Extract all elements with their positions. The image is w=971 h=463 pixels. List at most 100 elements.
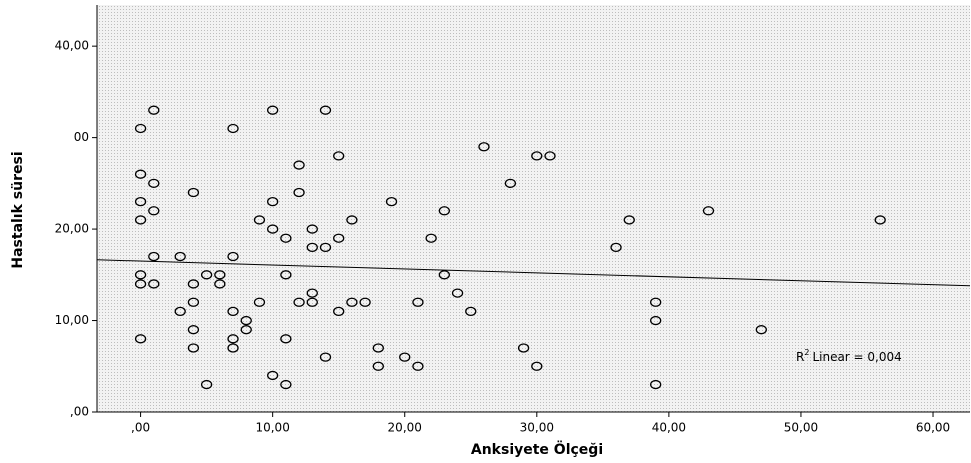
point xyxy=(333,306,345,317)
point xyxy=(267,370,279,381)
point xyxy=(187,279,200,289)
fit-line xyxy=(96,259,971,287)
point xyxy=(227,123,239,134)
point xyxy=(465,306,477,317)
annotation-base: R xyxy=(796,350,804,364)
x-tick-label: 40,00 xyxy=(652,421,686,435)
point xyxy=(306,242,318,253)
point xyxy=(134,169,147,179)
point xyxy=(214,279,226,289)
point xyxy=(174,251,186,262)
point xyxy=(293,297,305,307)
point xyxy=(372,361,384,371)
point xyxy=(319,242,332,253)
point xyxy=(280,379,292,390)
point xyxy=(187,187,200,198)
point xyxy=(438,206,451,216)
point xyxy=(504,178,517,188)
x-tick-label: 60,00 xyxy=(916,421,950,435)
point xyxy=(187,343,200,353)
y-tick-label: ,00 xyxy=(70,405,89,419)
point xyxy=(359,297,371,307)
point xyxy=(280,334,292,344)
y-tick-label: 40,00 xyxy=(55,39,89,53)
point xyxy=(200,270,213,280)
point xyxy=(253,215,266,225)
x-tick-label: 30,00 xyxy=(520,421,554,435)
point xyxy=(134,215,147,225)
point xyxy=(385,196,398,207)
point xyxy=(438,270,451,280)
point xyxy=(134,279,147,289)
point xyxy=(874,215,886,225)
point xyxy=(200,379,213,390)
point xyxy=(134,270,147,280)
point xyxy=(544,151,556,161)
point xyxy=(134,196,147,207)
point xyxy=(148,105,160,115)
point xyxy=(623,215,635,225)
annotation-text: Linear = 0,004 xyxy=(812,350,901,364)
point xyxy=(451,288,464,298)
plot-area xyxy=(97,5,970,412)
point xyxy=(610,242,622,253)
point xyxy=(306,224,318,234)
point xyxy=(319,105,332,115)
point xyxy=(319,352,332,362)
point xyxy=(531,361,543,371)
point xyxy=(372,343,384,353)
point xyxy=(227,334,239,344)
point xyxy=(280,270,292,280)
y-tick-label: 00 xyxy=(74,130,89,144)
x-tick-label: ,00 xyxy=(131,421,150,435)
point xyxy=(478,142,490,152)
point xyxy=(306,288,318,298)
y-tick-label: 10,00 xyxy=(55,313,89,327)
point xyxy=(293,187,305,198)
point xyxy=(227,251,239,262)
point xyxy=(148,206,160,216)
point xyxy=(187,297,200,307)
point xyxy=(174,306,186,317)
point xyxy=(134,123,147,134)
point xyxy=(148,279,160,289)
point xyxy=(214,270,226,280)
x-tick-label: 50,00 xyxy=(784,421,818,435)
point xyxy=(267,105,279,115)
point xyxy=(412,361,424,371)
point xyxy=(412,297,424,307)
point xyxy=(187,325,200,335)
point xyxy=(755,325,767,335)
point xyxy=(240,315,252,326)
x-tick-label: 20,00 xyxy=(388,421,422,435)
point xyxy=(227,343,239,353)
point xyxy=(333,233,345,243)
point xyxy=(148,178,160,188)
point xyxy=(306,297,318,307)
point xyxy=(333,151,345,161)
point xyxy=(650,315,662,326)
annotation: R2 Linear = 0,004 xyxy=(796,348,902,364)
point xyxy=(650,379,662,390)
point xyxy=(425,233,437,243)
y-tick-label: 20,00 xyxy=(55,222,89,236)
point xyxy=(346,297,358,307)
x-tick-label: 10,00 xyxy=(255,421,289,435)
x-axis-title: Anksiyete Ölçeği xyxy=(471,440,603,458)
point xyxy=(293,160,305,170)
point xyxy=(702,206,715,216)
point xyxy=(253,297,266,307)
annotation-sup: 2 xyxy=(804,348,809,357)
point xyxy=(240,325,252,335)
point xyxy=(148,251,160,262)
point xyxy=(134,334,147,344)
point xyxy=(650,297,662,307)
point xyxy=(346,215,358,225)
point xyxy=(517,343,530,353)
point xyxy=(267,196,279,207)
point xyxy=(267,224,279,234)
point xyxy=(227,306,239,317)
point xyxy=(280,233,292,243)
point xyxy=(399,352,411,362)
